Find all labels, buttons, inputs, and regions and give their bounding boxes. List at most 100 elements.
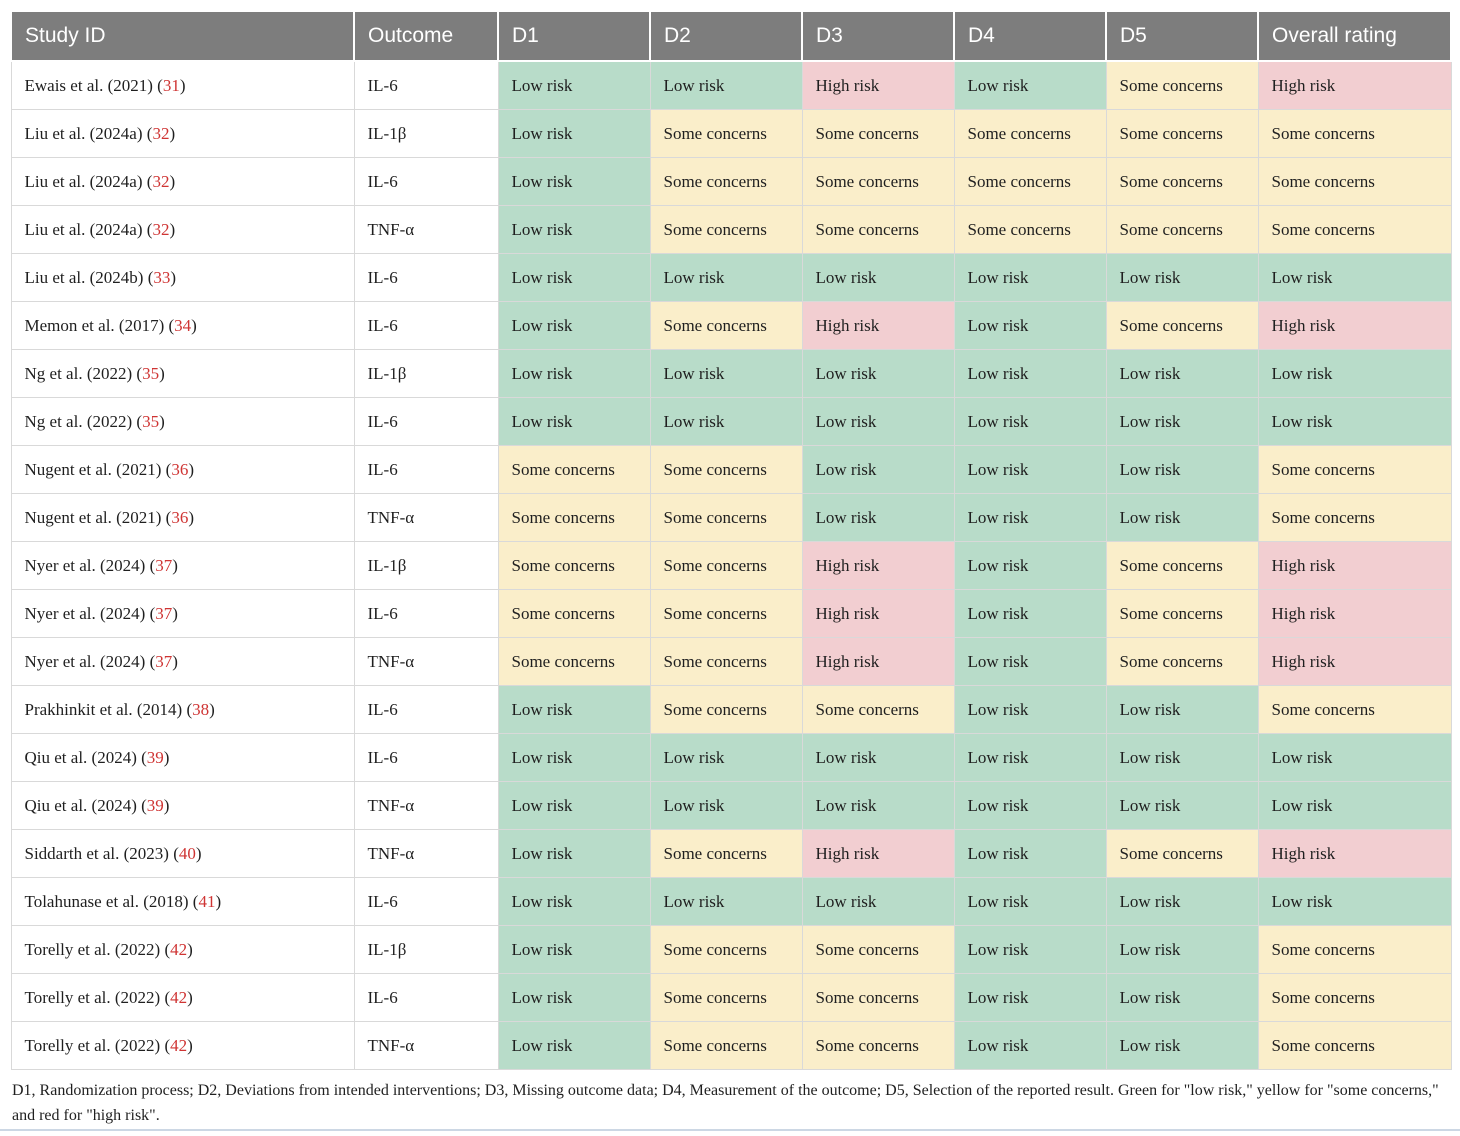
study-ref: 35: [142, 411, 160, 431]
table-row: Memon et al. (2017) (34) IL-6 Low risk S…: [10, 301, 1452, 350]
study-cell: Nyer et al. (2024) (37): [10, 637, 355, 686]
table-row: Prakhinkit et al. (2014) (38) IL-6 Low r…: [10, 685, 1452, 734]
study-name: Nyer et al. (2024): [24, 603, 146, 623]
table-row: Nyer et al. (2024) (37) IL-1β Some conce…: [10, 541, 1452, 590]
rating-cell: Low risk: [1105, 925, 1259, 974]
column-header-d4: D4: [953, 10, 1107, 62]
study-name: Torelly et al. (2022): [24, 987, 161, 1007]
rating-cell: Some concerns: [649, 301, 803, 350]
column-header-d3: D3: [801, 10, 955, 62]
outcome-cell: TNF-α: [353, 637, 499, 686]
outcome-cell: TNF-α: [353, 1021, 499, 1070]
rating-cell: Low risk: [953, 877, 1107, 926]
study-name: Tolahunase et al. (2018): [24, 891, 189, 911]
rating-cell: Some concerns: [497, 589, 651, 638]
rating-cell: Low risk: [953, 925, 1107, 974]
study-ref: 39: [146, 747, 164, 767]
rating-cell: Low risk: [801, 493, 955, 542]
rating-cell: Some concerns: [953, 205, 1107, 254]
rating-cell: Some concerns: [801, 1021, 955, 1070]
study-ref: 35: [142, 363, 160, 383]
rating-cell: High risk: [1257, 829, 1452, 878]
outcome-cell: IL-6: [353, 973, 499, 1022]
study-cell: Torelly et al. (2022) (42): [10, 925, 355, 974]
rating-cell: Low risk: [1105, 1021, 1259, 1070]
table-row: Ewais et al. (2021) (31) IL-6 Low risk L…: [10, 60, 1452, 110]
rating-cell: Low risk: [497, 973, 651, 1022]
study-name: Torelly et al. (2022): [24, 939, 161, 959]
rating-cell: Low risk: [497, 877, 651, 926]
rating-cell: Some concerns: [1105, 829, 1259, 878]
rating-cell: Low risk: [1105, 877, 1259, 926]
rating-cell: Low risk: [497, 157, 651, 206]
rating-cell: Low risk: [1257, 349, 1452, 398]
study-ref: 36: [171, 459, 189, 479]
rating-cell: High risk: [1257, 60, 1452, 110]
study-cell: Nugent et al. (2021) (36): [10, 445, 355, 494]
study-cell: Torelly et al. (2022) (42): [10, 973, 355, 1022]
rating-cell: Low risk: [953, 637, 1107, 686]
study-cell: Nugent et al. (2021) (36): [10, 493, 355, 542]
rating-cell: Some concerns: [497, 445, 651, 494]
rating-cell: Low risk: [1105, 397, 1259, 446]
rating-cell: Low risk: [497, 60, 651, 110]
study-cell: Qiu et al. (2024) (39): [10, 733, 355, 782]
rating-cell: Low risk: [953, 301, 1107, 350]
rating-cell: Low risk: [649, 253, 803, 302]
rating-cell: Low risk: [497, 301, 651, 350]
study-cell: Liu et al. (2024b) (33): [10, 253, 355, 302]
study-ref: 39: [146, 795, 164, 815]
rating-cell: Some concerns: [649, 1021, 803, 1070]
rating-cell: High risk: [1257, 637, 1452, 686]
outcome-cell: IL-6: [353, 445, 499, 494]
outcome-cell: IL-6: [353, 253, 499, 302]
rating-cell: Low risk: [649, 397, 803, 446]
rating-cell: Some concerns: [1105, 541, 1259, 590]
rating-cell: Some concerns: [1257, 973, 1452, 1022]
rating-cell: Some concerns: [649, 493, 803, 542]
study-cell: Prakhinkit et al. (2014) (38): [10, 685, 355, 734]
rating-cell: Some concerns: [649, 925, 803, 974]
study-cell: Tolahunase et al. (2018) (41): [10, 877, 355, 926]
column-header-d2: D2: [649, 10, 803, 62]
study-cell: Ng et al. (2022) (35): [10, 349, 355, 398]
column-header-outcome: Outcome: [353, 10, 499, 62]
rating-cell: Some concerns: [1257, 1021, 1452, 1070]
rating-cell: Low risk: [953, 973, 1107, 1022]
table-row: Torelly et al. (2022) (42) IL-1β Low ris…: [10, 925, 1452, 974]
outcome-cell: IL-1β: [353, 109, 499, 158]
rating-cell: Low risk: [1105, 253, 1259, 302]
table-row: Nugent et al. (2021) (36) IL-6 Some conc…: [10, 445, 1452, 494]
outcome-cell: IL-6: [353, 60, 499, 110]
rating-cell: Low risk: [497, 1021, 651, 1070]
outcome-cell: IL-6: [353, 733, 499, 782]
study-name: Liu et al. (2024a): [24, 219, 143, 239]
study-ref: 37: [155, 603, 173, 623]
table-row: Torelly et al. (2022) (42) IL-6 Low risk…: [10, 973, 1452, 1022]
rating-cell: High risk: [801, 637, 955, 686]
study-ref: 37: [155, 651, 173, 671]
study-ref: 42: [170, 1035, 188, 1055]
rating-cell: Low risk: [953, 541, 1107, 590]
rating-cell: Some concerns: [497, 493, 651, 542]
rating-cell: Some concerns: [1105, 157, 1259, 206]
study-ref: 34: [174, 315, 192, 335]
rating-cell: High risk: [801, 301, 955, 350]
rating-cell: Some concerns: [1257, 493, 1452, 542]
rating-cell: Low risk: [953, 685, 1107, 734]
rating-cell: Low risk: [953, 60, 1107, 110]
study-cell: Siddarth et al. (2023) (40): [10, 829, 355, 878]
study-name: Nugent et al. (2021): [24, 459, 162, 479]
outcome-cell: IL-6: [353, 397, 499, 446]
rating-cell: Some concerns: [801, 685, 955, 734]
rating-cell: Low risk: [953, 349, 1107, 398]
outcome-cell: IL-6: [353, 685, 499, 734]
rating-cell: Some concerns: [497, 541, 651, 590]
rating-cell: Some concerns: [1105, 301, 1259, 350]
outcome-cell: IL-6: [353, 589, 499, 638]
study-name: Nyer et al. (2024): [24, 555, 146, 575]
rating-cell: Some concerns: [497, 637, 651, 686]
rating-cell: Low risk: [1105, 781, 1259, 830]
study-name: Qiu et al. (2024): [24, 795, 137, 815]
